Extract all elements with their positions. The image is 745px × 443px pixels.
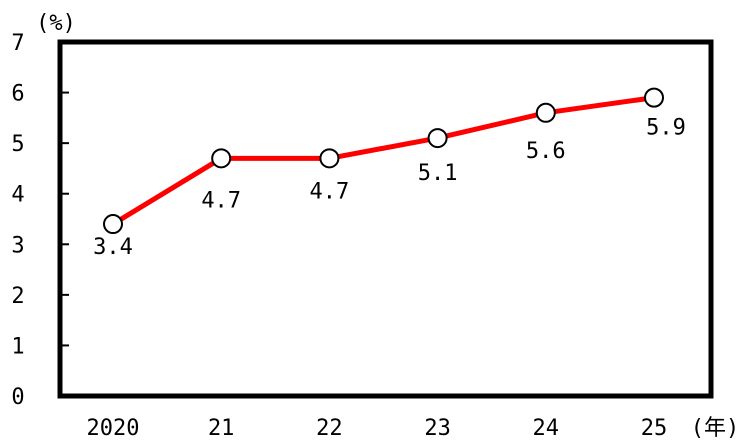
y-tick-label: 2 xyxy=(11,284,24,309)
y-axis: 0 1 2 3 4 5 6 7 xyxy=(11,31,69,410)
data-label: 3.4 xyxy=(93,235,133,260)
data-label: 5.9 xyxy=(646,116,686,141)
data-label: 4.7 xyxy=(201,188,241,213)
y-tick-label: 4 xyxy=(11,183,24,208)
x-axis-unit-label: (年) xyxy=(691,416,740,441)
y-tick-label: 7 xyxy=(11,31,24,56)
x-tick-label: 2020 xyxy=(87,416,140,441)
y-tick-label: 6 xyxy=(11,82,24,107)
y-tick-label: 3 xyxy=(11,233,24,258)
data-point-marker xyxy=(427,128,448,149)
y-tick-label: 1 xyxy=(11,334,24,359)
data-point-marker xyxy=(103,214,123,235)
data-label: 5.1 xyxy=(418,161,458,186)
data-point-marker xyxy=(644,87,664,108)
data-point-marker xyxy=(211,148,232,169)
plot-frame xyxy=(57,39,714,399)
data-point-marker xyxy=(319,148,340,169)
x-tick-label: 25 xyxy=(641,416,668,441)
x-tick-label: 22 xyxy=(316,416,343,441)
data-labels: 3.4 4.7 4.7 5.1 5.6 5.9 xyxy=(93,116,686,260)
y-axis-unit-label: (%) xyxy=(36,11,76,36)
data-point-marker xyxy=(535,102,556,123)
series-line xyxy=(111,95,655,227)
x-tick-label: 21 xyxy=(208,416,235,441)
x-tick-label: 24 xyxy=(533,416,560,441)
data-label: 4.7 xyxy=(310,179,350,204)
data-label: 5.6 xyxy=(526,139,566,164)
y-tick-label: 0 xyxy=(11,385,24,410)
x-axis: 2020 21 22 23 24 25 xyxy=(87,416,668,441)
x-tick-label: 23 xyxy=(424,416,451,441)
y-tick-label: 5 xyxy=(11,132,24,157)
series-layer xyxy=(103,87,664,235)
